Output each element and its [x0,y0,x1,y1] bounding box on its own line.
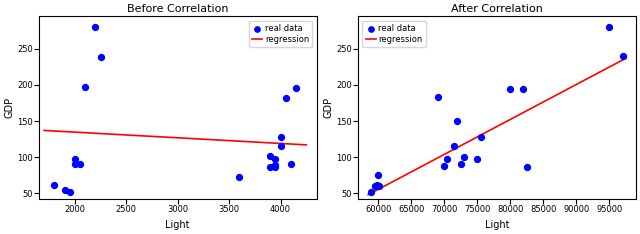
Y-axis label: GDP: GDP [4,97,14,118]
Y-axis label: GDP: GDP [323,97,333,118]
real data [70,162,80,166]
real data [60,189,70,192]
real data [49,183,60,186]
real data [372,183,382,186]
real data [265,165,275,168]
real data [285,162,296,166]
Title: After Correlation: After Correlation [451,4,543,14]
real data [90,25,100,29]
real data [476,135,486,139]
real data [275,144,285,148]
real data [270,165,280,168]
real data [95,55,106,59]
real data [270,157,280,161]
real data [65,190,75,194]
Legend: real data, regression: real data, regression [249,21,312,47]
real data [472,157,483,161]
real data [234,175,244,179]
real data [275,135,285,139]
real data [449,144,460,147]
Legend: real data, regression: real data, regression [362,21,426,47]
real data [366,190,376,194]
real data [439,164,449,168]
real data [456,162,466,165]
real data [75,162,85,166]
real data [505,87,515,90]
real data [522,165,532,168]
real data [373,173,383,177]
real data [433,95,443,99]
real data [618,54,628,58]
real data [265,154,275,158]
real data [459,155,469,159]
real data [370,184,380,188]
real data [291,86,301,90]
real data [270,163,280,167]
real data [374,184,385,188]
Title: Before Correlation: Before Correlation [127,4,228,14]
X-axis label: Light: Light [166,220,190,230]
real data [280,96,291,100]
real data [518,87,529,90]
real data [80,85,90,89]
X-axis label: Light: Light [484,220,509,230]
real data [70,157,80,161]
real data [452,119,463,123]
real data [604,25,614,29]
real data [442,157,452,161]
